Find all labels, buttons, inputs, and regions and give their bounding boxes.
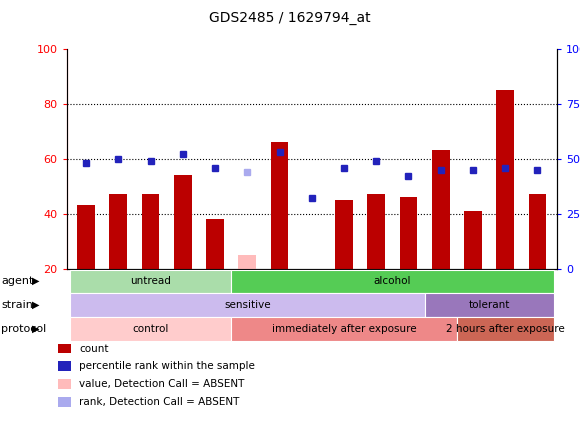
Bar	[174, 175, 191, 269]
Text: 2 hours after exposure: 2 hours after exposure	[446, 324, 564, 334]
Text: protocol: protocol	[1, 324, 46, 334]
Bar	[528, 194, 546, 269]
Text: value, Detection Call = ABSENT: value, Detection Call = ABSENT	[79, 379, 245, 389]
Text: ▶: ▶	[32, 276, 39, 286]
Text: agent: agent	[1, 276, 34, 286]
Text: control: control	[132, 324, 169, 334]
Bar	[400, 197, 418, 269]
Text: percentile rank within the sample: percentile rank within the sample	[79, 361, 255, 371]
Text: immediately after exposure: immediately after exposure	[271, 324, 416, 334]
Bar	[303, 269, 321, 271]
Text: count: count	[79, 344, 109, 353]
Bar	[367, 194, 385, 269]
Bar	[496, 90, 514, 269]
Bar	[432, 151, 450, 269]
Bar	[206, 219, 224, 269]
Bar	[238, 255, 256, 269]
Bar	[464, 211, 482, 269]
Text: sensitive: sensitive	[224, 300, 271, 310]
Bar	[110, 194, 127, 269]
Text: tolerant: tolerant	[469, 300, 510, 310]
Text: alcohol: alcohol	[374, 276, 411, 286]
Text: ▶: ▶	[32, 300, 39, 310]
Text: strain: strain	[1, 300, 33, 310]
Text: untread: untread	[130, 276, 171, 286]
Text: GDS2485 / 1629794_at: GDS2485 / 1629794_at	[209, 11, 371, 25]
Bar	[77, 206, 95, 269]
Text: rank, Detection Call = ABSENT: rank, Detection Call = ABSENT	[79, 397, 240, 407]
Text: ▶: ▶	[32, 324, 39, 334]
Bar	[142, 194, 160, 269]
Bar	[271, 142, 288, 269]
Bar	[335, 200, 353, 269]
